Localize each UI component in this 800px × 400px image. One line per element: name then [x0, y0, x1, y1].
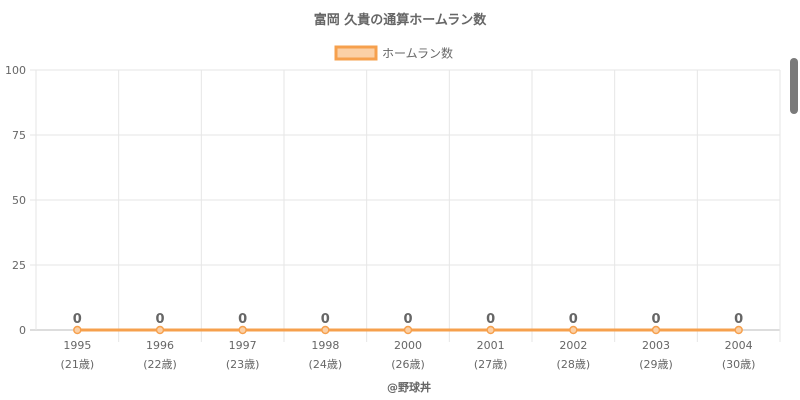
- x-tick-sublabel: (26歳): [391, 358, 425, 371]
- x-tick-label: 2000: [394, 339, 422, 352]
- data-point[interactable]: [238, 325, 247, 335]
- data-point[interactable]: [403, 325, 413, 335]
- x-tick-label: 1995: [63, 339, 91, 352]
- x-tick-sublabel: (28歳): [557, 358, 591, 371]
- x-tick-label: 2001: [477, 339, 505, 352]
- y-tick-label: 100: [5, 64, 26, 77]
- data-label: 0: [569, 312, 578, 327]
- data-label: 0: [651, 312, 660, 327]
- x-tick-label: 1997: [229, 339, 257, 352]
- data-point[interactable]: [73, 325, 82, 335]
- data-point[interactable]: [321, 325, 330, 335]
- grid: [30, 69, 781, 342]
- x-tick-sublabel: (23歳): [226, 358, 260, 371]
- y-tick-label: 25: [12, 259, 26, 272]
- legend-label: ホームラン数: [382, 46, 453, 61]
- x-tick-label: 2003: [642, 339, 670, 352]
- data-point[interactable]: [734, 325, 743, 335]
- x-axis: 1995 (21歳) 1996 (22歳) 1997 (23歳) 1998 (24歳) 2000…: [61, 339, 756, 371]
- data-label: 0: [238, 312, 247, 327]
- data-label: 0: [321, 312, 330, 327]
- data-point[interactable]: [651, 325, 661, 335]
- x-tick-label: 1996: [146, 339, 174, 352]
- data-point[interactable]: [569, 325, 578, 335]
- x-tick-label: 2004: [725, 339, 753, 352]
- data-point[interactable]: [155, 325, 165, 335]
- data-labels: 0 0 0 0 0 0 0 0 0: [73, 312, 743, 327]
- x-tick-label: 1998: [311, 339, 339, 352]
- scrollbar-thumb[interactable]: [790, 58, 798, 114]
- y-tick-label: 0: [19, 324, 26, 337]
- y-axis: 0 25 50 75 100: [5, 64, 26, 337]
- y-tick-label: 50: [12, 194, 26, 207]
- data-label: 0: [73, 312, 82, 327]
- legend-swatch: [334, 45, 378, 61]
- x-tick-sublabel: (22歳): [143, 358, 177, 371]
- y-tick-label: 75: [12, 129, 26, 142]
- series-points: [73, 325, 743, 335]
- x-tick-sublabel: (24歳): [309, 358, 343, 371]
- chart-title: 富岡 久貴の通算ホームラン数: [314, 12, 487, 28]
- data-point[interactable]: [486, 325, 495, 335]
- credit-text: @野球丼: [387, 380, 431, 394]
- x-tick-label: 2002: [559, 339, 587, 352]
- data-label: 0: [403, 312, 412, 327]
- x-tick-sublabel: (21歳): [61, 358, 95, 371]
- x-tick-sublabel: (30歳): [722, 358, 756, 371]
- data-label: 0: [486, 312, 495, 327]
- x-tick-sublabel: (29歳): [639, 358, 673, 371]
- x-tick-sublabel: (27歳): [474, 358, 508, 371]
- data-label: 0: [155, 312, 164, 327]
- data-label: 0: [734, 312, 743, 327]
- legend[interactable]: ホームラン数: [334, 45, 453, 61]
